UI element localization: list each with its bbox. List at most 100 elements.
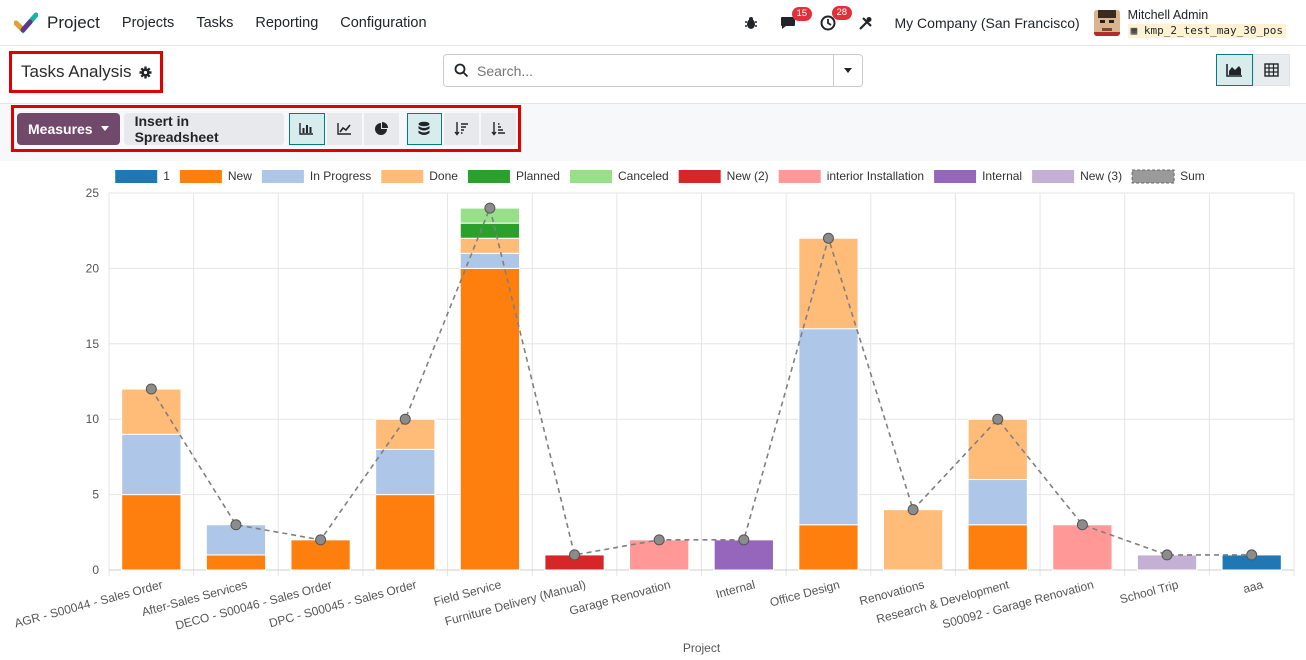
bar-segment [205, 554, 267, 571]
legend-swatch [569, 170, 612, 183]
x-tick-label: Furniture Delivery (Manual) [443, 577, 587, 628]
bar-segment [798, 237, 859, 330]
bar-chart-button[interactable] [289, 112, 325, 145]
bar-segment [121, 494, 182, 571]
sort-descending-button[interactable] [443, 112, 479, 145]
stacked-icon [418, 121, 430, 135]
insert-spreadsheet-button[interactable]: Insert in Spreadsheet [123, 112, 285, 145]
sum-point [738, 534, 750, 546]
sort-ascending-button[interactable] [480, 112, 517, 145]
legend-label: In Progress [310, 169, 371, 183]
user-avatar[interactable] [1093, 10, 1120, 36]
activities-badge: 28 [831, 6, 853, 20]
x-tick-label: Office Design [768, 577, 841, 609]
area-chart-icon [1226, 64, 1242, 77]
bug-icon[interactable] [744, 16, 758, 30]
bar-segment [798, 524, 859, 571]
bar-chart-icon [299, 123, 314, 135]
legend-label: New (3) [1080, 169, 1122, 183]
messages-badge: 15 [791, 6, 813, 21]
search-icon [454, 63, 469, 78]
search-options-toggle[interactable] [833, 55, 862, 86]
x-tick-label: aaa [1241, 577, 1264, 596]
x-tick-label: Internal [714, 577, 756, 601]
sum-point [1161, 549, 1173, 561]
menu-configuration[interactable]: Configuration [340, 14, 427, 31]
x-tick-label: School Trip [1118, 577, 1180, 606]
control-panel: Tasks Analysis [0, 46, 1306, 104]
legend-label: 1 [163, 169, 170, 183]
breadcrumb: Tasks Analysis [9, 51, 163, 93]
user-name: Mitchell Admin [1127, 8, 1209, 22]
pie-chart-button[interactable] [363, 112, 399, 145]
bar-segment [967, 418, 1028, 481]
bar-segment [967, 479, 1028, 526]
legend-swatch [934, 170, 977, 183]
search-input[interactable] [477, 56, 827, 85]
clock-icon[interactable]: 28 [820, 6, 853, 31]
measures-label: Measures [28, 120, 93, 137]
menu-tasks[interactable]: Tasks [196, 14, 234, 31]
measures-dropdown[interactable]: Measures [17, 112, 120, 145]
y-tick-label: 10 [86, 412, 100, 426]
legend-label: Planned [516, 169, 560, 183]
app-name: Project [47, 12, 100, 32]
tools-icon[interactable] [858, 16, 873, 31]
user-menu[interactable]: Mitchell Admin ▦ kmp_2_test_may_30_pos [1127, 8, 1286, 38]
systray: 15 28 My Company (San Francisco) Mitchel… [744, 0, 1306, 46]
bar-segment [459, 267, 521, 571]
gear-icon[interactable] [139, 66, 152, 79]
project-app-icon [14, 12, 38, 34]
company-switcher[interactable]: My Company (San Francisco) [894, 15, 1080, 31]
legend-label: Internal [982, 169, 1022, 183]
bar-segment [121, 388, 182, 435]
bar-segment [121, 433, 182, 496]
legend-label: Canceled [618, 169, 669, 183]
top-navbar: Project Projects Tasks Reporting Configu… [0, 0, 1306, 46]
legend-swatch [1032, 170, 1075, 183]
search-bar [443, 54, 863, 87]
x-axis-title: Project [683, 641, 721, 655]
x-tick-label: S00092 - Garage Renovation [941, 577, 1095, 631]
sort-desc-icon [454, 122, 468, 136]
menu-reporting[interactable]: Reporting [255, 14, 319, 31]
graph-view-button[interactable] [1216, 54, 1253, 86]
y-tick-label: 25 [86, 186, 100, 200]
menu-projects[interactable]: Projects [121, 14, 175, 31]
bar-segment [459, 237, 521, 254]
pivot-view-button[interactable] [1253, 54, 1290, 86]
bar-segment [459, 252, 521, 269]
sum-point [1246, 549, 1258, 561]
sum-point [399, 413, 411, 425]
line-chart-button[interactable] [326, 112, 362, 145]
sum-point [992, 413, 1004, 425]
x-tick-label: AGR - S00044 - Sales Order [13, 577, 164, 630]
table-icon [1264, 63, 1279, 77]
sum-point [145, 383, 157, 395]
y-tick-label: 15 [86, 337, 100, 351]
sum-line [150, 205, 1252, 556]
legend-label: Done [429, 169, 458, 183]
sum-point [569, 549, 581, 561]
legend-label: Sum [1180, 169, 1205, 183]
bar-segment [375, 448, 436, 496]
line-chart-icon [336, 123, 351, 135]
caret-down-icon [100, 126, 109, 131]
legend-swatch [678, 170, 721, 183]
stacked-button[interactable] [406, 112, 442, 145]
bar-segment [798, 328, 859, 526]
database-name: ▦ kmp_2_test_may_30_pos [1127, 24, 1286, 38]
app-brand[interactable]: Project [14, 12, 100, 34]
legend-swatch [1131, 169, 1175, 184]
legend-label: New (2) [727, 169, 769, 183]
bar-segment [459, 222, 521, 239]
sum-point [1076, 519, 1088, 531]
chat-icon[interactable]: 15 [780, 6, 813, 31]
view-switcher [1216, 54, 1290, 86]
legend-swatch [778, 170, 821, 183]
sum-point [315, 534, 327, 546]
legend-label: interior Installation [827, 169, 924, 183]
bar-segment [375, 494, 436, 571]
sum-point [653, 534, 665, 546]
